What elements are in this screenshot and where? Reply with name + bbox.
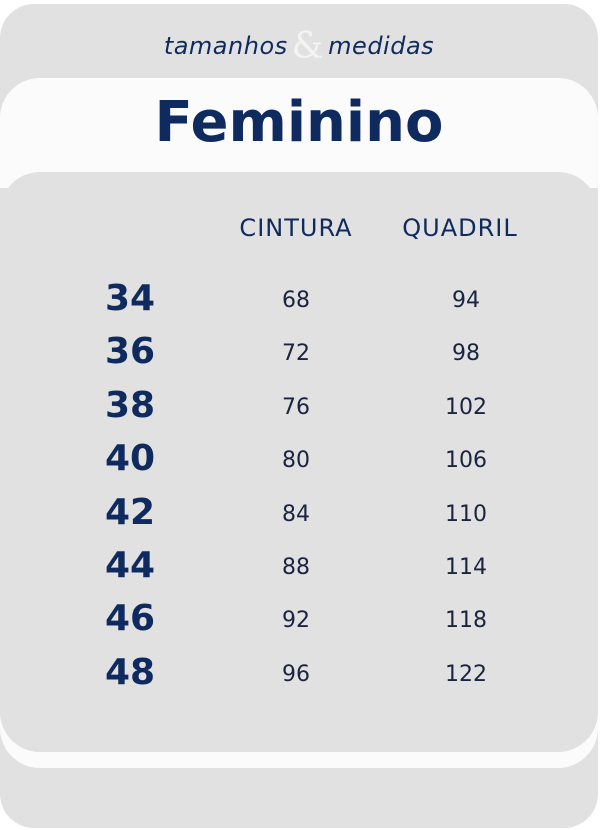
table-row: 48 96 122 — [0, 652, 598, 702]
table-row: 40 80 106 — [0, 438, 598, 488]
quadril-value: 94 — [452, 288, 480, 313]
cintura-value: 68 — [282, 288, 310, 313]
subtitle-right: medidas — [328, 32, 435, 60]
quadril-value: 118 — [445, 608, 487, 634]
quadril-value: 122 — [445, 661, 487, 687]
quadril-value: 110 — [445, 501, 487, 527]
cintura-value: 84 — [282, 501, 310, 527]
cintura-value: 80 — [282, 448, 310, 474]
size-label: 34 — [104, 278, 156, 319]
table-row: 34 68 94 — [0, 278, 598, 328]
table-row: 42 84 110 — [0, 492, 598, 542]
subtitle-left: tamanhos — [163, 32, 288, 60]
quadril-value: 106 — [445, 448, 487, 474]
table-row: 38 76 102 — [0, 385, 598, 435]
quadril-value: 102 — [445, 394, 487, 420]
subtitle: tamanhos & medidas — [0, 26, 598, 67]
size-label: 36 — [104, 331, 156, 373]
table-row: 36 72 98 — [0, 331, 598, 381]
size-label: 48 — [104, 651, 156, 693]
cintura-value: 92 — [282, 608, 310, 634]
column-header-quadril: QUADRIL — [402, 214, 518, 242]
table-row: 44 88 114 — [0, 545, 598, 595]
size-label: 42 — [104, 491, 156, 533]
size-label: 38 — [104, 384, 156, 426]
size-label: 44 — [104, 545, 156, 586]
size-chart-card: tamanhos & medidas Feminino CINTURA QUADRI… — [0, 4, 598, 828]
cintura-value: 96 — [282, 661, 310, 687]
cintura-value: 88 — [282, 555, 310, 580]
ampersand-logo: & — [291, 26, 325, 67]
cintura-value: 76 — [282, 394, 310, 420]
size-label: 40 — [104, 438, 156, 480]
column-header-cintura: CINTURA — [239, 214, 353, 242]
size-label: 46 — [104, 598, 156, 640]
quadril-value: 98 — [452, 341, 480, 367]
page-title: Feminino — [154, 90, 444, 155]
cintura-value: 72 — [282, 341, 310, 367]
size-table: CINTURA QUADRIL 34 68 94 36 72 98 38 76 102 40 80 1… — [0, 172, 598, 752]
quadril-value: 114 — [445, 555, 487, 580]
title-band — [0, 78, 598, 188]
table-row: 46 92 118 — [0, 598, 598, 648]
